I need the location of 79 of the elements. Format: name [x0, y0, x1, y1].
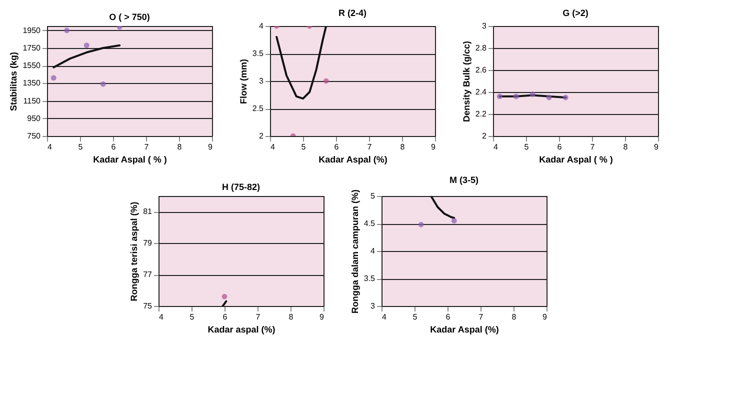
chart-title: M (3-5)	[450, 174, 478, 185]
x-tick-label: 7	[367, 142, 372, 152]
x-tick-label: 6	[111, 142, 116, 152]
y-tick-label: 2	[259, 132, 264, 140]
x-tick-label: 6	[334, 142, 340, 152]
x-tick-label: 4	[494, 142, 498, 152]
y-tick-label: 3	[259, 76, 264, 86]
y-tick-label: 4.5	[364, 219, 376, 228]
x-tick-label: 7	[478, 312, 484, 322]
x-tick-label: 5	[524, 142, 530, 152]
x-tick-label: 6	[446, 312, 451, 322]
y-tick-label: 77	[143, 270, 153, 280]
x-tick-label: 9	[431, 142, 436, 152]
x-axis-title: Kadar Aspal (%)	[430, 324, 499, 334]
chart-title: H (75-82)	[222, 182, 260, 192]
y-tick-label: 79	[143, 238, 153, 248]
x-tick-label: 5	[301, 142, 306, 152]
chart-title: G (>2)	[562, 8, 588, 18]
x-tick-label: 7	[256, 312, 261, 322]
x-axis-title: Kadar Aspal (%)	[318, 154, 388, 164]
chart-title: R (2-4)	[338, 8, 367, 18]
point	[100, 81, 106, 87]
y-tick-label: 2	[482, 132, 488, 140]
x-tick-label: 8	[177, 142, 182, 152]
x-tick-label: 5	[78, 142, 84, 152]
y-tick-label: 2.8	[475, 44, 488, 52]
x-tick-label: 4	[270, 142, 276, 152]
x-tick-label: 6	[222, 312, 228, 322]
y-axis-title: Stabilitas (kg)	[8, 52, 19, 112]
x-tick-label: 7	[144, 142, 150, 152]
x-tick-label: 5	[190, 312, 195, 322]
x-tick-label: 4	[159, 312, 164, 322]
y-tick-label: 1750	[22, 44, 42, 52]
y-tick-label: 4	[259, 22, 264, 30]
x-tick-label: 9	[654, 142, 660, 152]
y-tick-label: 3.5	[252, 49, 264, 58]
y-tick-label: 2.6	[475, 66, 488, 74]
point	[50, 75, 56, 81]
x-tick-label: 4	[382, 312, 387, 322]
y-tick-label: 1150	[23, 96, 42, 106]
x-tick-label: 9	[320, 312, 325, 322]
y-tick-label: 81	[143, 207, 153, 216]
point	[323, 78, 329, 84]
chart-title: O ( > 750)	[109, 12, 150, 22]
x-tick-label: 9	[208, 142, 214, 152]
x-axis-title: Kadar aspal (%)	[208, 324, 276, 334]
x-tick-label: 8	[400, 142, 406, 152]
y-tick-label: 2.4	[475, 88, 488, 96]
y-tick-label: 2.2	[475, 110, 488, 118]
x-axis-title: Kadar Aspal ( % )	[539, 154, 613, 164]
y-axis-title: Rongga terisi aspal (%)	[129, 202, 140, 302]
y-tick-label: 1550	[22, 61, 42, 70]
x-tick-label: 9	[542, 312, 548, 322]
y-tick-label: 950	[27, 114, 42, 123]
y-tick-label: 3	[370, 302, 376, 310]
y-tick-label: 2.5	[252, 104, 264, 113]
y-tick-label: 3.5	[364, 274, 376, 283]
y-tick-label: 3	[482, 22, 488, 30]
x-tick-label: 8	[288, 312, 294, 322]
line-series	[276, 26, 328, 100]
x-tick-label: 7	[590, 142, 596, 152]
x-tick-label: 5	[412, 312, 418, 322]
line-series	[52, 44, 121, 68]
y-tick-label: 4	[370, 246, 376, 256]
point	[84, 42, 90, 48]
y-tick-label: 1950	[22, 26, 42, 35]
y-tick-label: 5	[370, 192, 376, 200]
x-tick-label: 4	[48, 142, 52, 152]
y-tick-label: 75	[143, 302, 153, 310]
point	[64, 28, 70, 34]
x-tick-label: 8	[623, 142, 628, 152]
x-tick-label: 8	[512, 312, 517, 322]
y-axis-title: Density Bulk (g/cc)	[461, 40, 472, 122]
y-axis-title: Rongga dalam campuran (%)	[350, 189, 360, 314]
y-tick-label: 750	[27, 132, 42, 140]
y-axis-title: Flow (mm)	[238, 59, 248, 104]
x-tick-label: 6	[557, 142, 562, 152]
x-axis-title: Kadar Aspal ( % )	[93, 154, 167, 164]
y-tick-label: 1350	[22, 78, 42, 88]
